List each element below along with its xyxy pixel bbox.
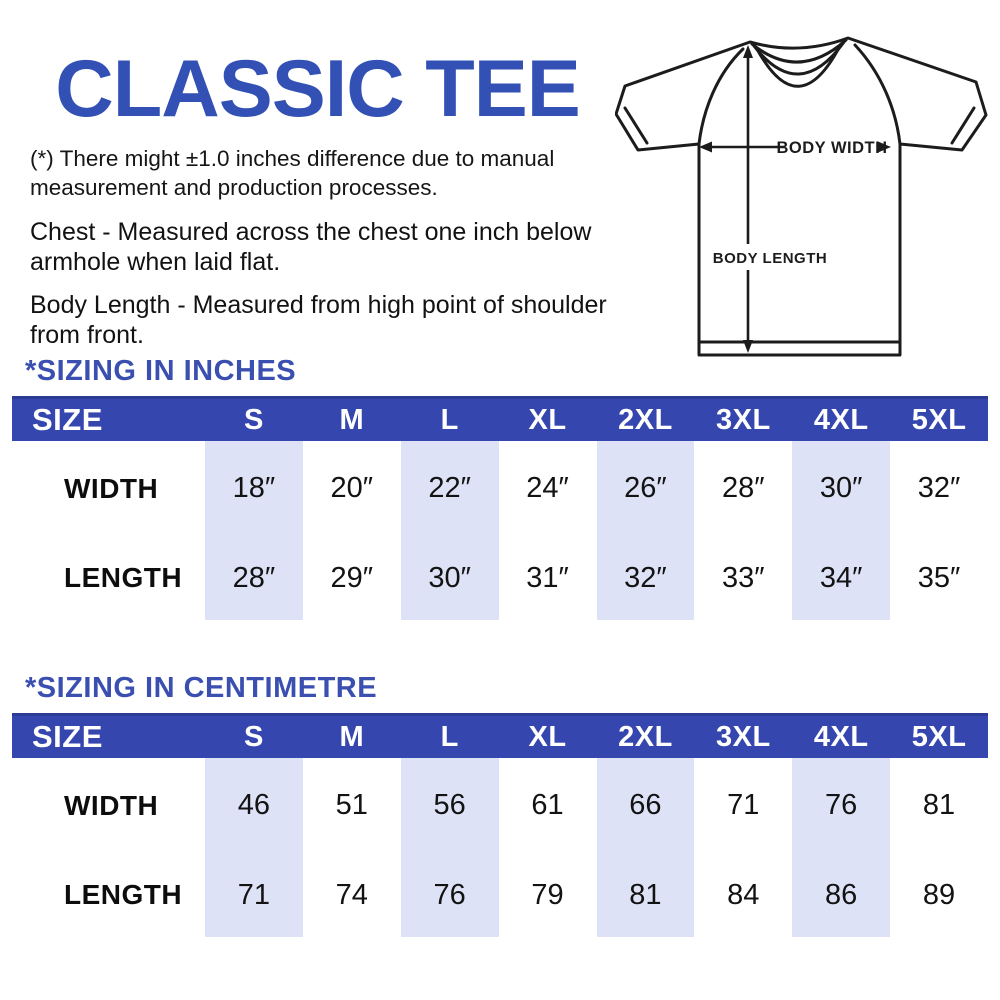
cm-length-m: 74 [335,878,368,911]
cm-col-header-xl: XL [498,713,597,758]
chest-note: Chest - Measured across the chest one in… [30,217,592,276]
inches-length-row-label: LENGTH [64,562,183,593]
body-width-label: BODY WIDTH [776,139,887,157]
inches-width-2xl: 26″ [596,441,695,536]
cm-col-header-5xl: 5XL [890,713,988,758]
inches-col-header-m: M [302,396,401,441]
body-length-label: BODY LENGTH [713,250,827,267]
cm-table: SIZE S M L XL 2XL 3XL 4XL 5XL WIDTH 46 5… [12,713,988,937]
inches-length-m: 29″ [330,561,374,594]
sizing-cm-section: *SIZING IN CENTIMETRE SIZE S M L XL 2XL … [0,672,1000,937]
cm-width-s: 46 [205,758,303,853]
body-length-arrow-top-head [743,45,753,58]
tshirt-illustration: BODY LENGTH BODY WIDTH [614,36,988,357]
cm-length-3xl: 84 [727,878,760,911]
cm-col-header-2xl: 2XL [596,713,695,758]
inches-width-l: 22″ [400,441,499,536]
cm-col-header-l: L [400,713,499,758]
inches-col-header-4xl: 4XL [792,396,891,441]
cm-width-l: 56 [400,758,499,853]
cm-length-xl: 79 [531,878,564,911]
sizing-cm-heading: *SIZING IN CENTIMETRE [25,672,378,704]
inches-length-2xl: 32″ [596,536,695,620]
inches-col-header-xl: XL [498,396,597,441]
inches-width-3xl: 28″ [722,472,765,504]
collar-rib-1 [750,38,848,64]
right-armhole-seam [853,43,902,146]
cm-width-3xl: 71 [727,789,760,821]
inches-length-s: 28″ [205,536,303,620]
intro-text-block: CLASSIC TEE (*) There might ±1.0 inches … [30,44,652,363]
inches-length-4xl: 34″ [792,536,891,620]
cm-width-5xl: 81 [922,789,956,821]
inches-width-m: 20″ [330,472,374,504]
cm-width-2xl: 66 [596,758,695,853]
page-title: CLASSIC TEE [55,44,581,134]
inches-width-4xl: 30″ [792,441,891,536]
cm-length-4xl: 86 [792,853,891,937]
body-length-arrow-bottom-head [743,340,753,353]
inches-width-5xl: 32″ [917,472,961,504]
cm-width-m: 51 [335,789,368,821]
inches-col-header-l: L [400,396,499,441]
inches-table: SIZE S M L XL 2XL 3XL 4XL 5XL WIDTH 18″ … [12,396,988,620]
inches-size-column-header: SIZE [12,396,205,441]
cm-length-row-label: LENGTH [64,879,183,910]
inches-length-5xl: 35″ [917,561,961,594]
inches-length-l: 30″ [400,536,499,620]
inches-width-s: 18″ [205,441,303,536]
sizing-inches-section: *SIZING IN INCHES SIZE S M L XL 2XL 3XL … [0,355,1000,620]
inches-col-header-5xl: 5XL [890,396,988,441]
cm-col-header-4xl: 4XL [792,713,891,758]
inches-length-3xl: 33″ [722,561,765,594]
cm-col-header-m: M [302,713,401,758]
cm-width-row-label: WIDTH [64,789,159,821]
inches-width-row-label: WIDTH [64,472,159,504]
inches-length-xl: 31″ [526,561,569,594]
cm-size-column-header: SIZE [12,713,205,758]
cm-length-2xl: 81 [596,853,695,937]
left-armhole-seam [697,47,745,146]
inches-col-header-2xl: 2XL [596,396,695,441]
cm-length-5xl: 89 [922,878,956,911]
inches-col-header-s: S [205,396,303,441]
tshirt-diagram: BODY LENGTH BODY WIDTH [614,22,1000,364]
cm-width-4xl: 76 [792,758,891,853]
measurement-note: (*) There might ±1.0 inches difference d… [30,146,555,201]
inches-col-header-3xl: 3XL [694,396,793,441]
collar-rib-3 [755,42,843,88]
body-length-label-backdrop [713,244,827,270]
body-width-arrow-right-head [878,141,891,153]
sizing-inches-heading: *SIZING IN INCHES [25,355,297,387]
cm-length-l: 76 [400,853,499,937]
cm-col-header-s: S [205,713,303,758]
body-length-note: Body Length - Measured from high point o… [30,290,607,349]
cm-width-xl: 61 [531,789,564,821]
cm-length-s: 71 [205,853,303,937]
inches-width-xl: 24″ [526,472,569,504]
left-cuff-line [623,106,649,145]
intro-section: CLASSIC TEE (*) There might ±1.0 inches … [0,0,1000,357]
body-width-arrow-left-head [699,141,712,153]
right-cuff-line [950,106,976,145]
cm-col-header-3xl: 3XL [694,713,793,758]
